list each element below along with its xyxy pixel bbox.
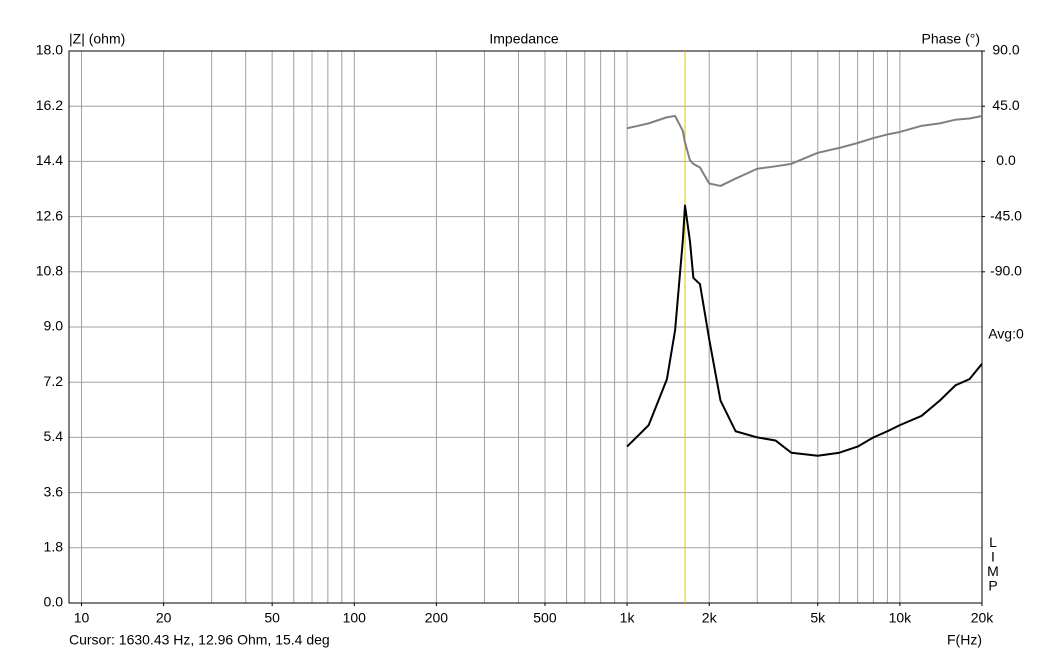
y-tick-label: 12.6 — [36, 207, 63, 223]
series-line — [626, 115, 983, 187]
x-tick-label: 5k — [810, 610, 826, 626]
x-tick-label: 10 — [74, 610, 90, 626]
y-axis-title: |Z| (ohm) — [69, 31, 125, 47]
y-tick-label: 9.0 — [44, 318, 64, 334]
y2-axis-title: Phase (°) — [921, 31, 980, 47]
x-tick-label: 20 — [156, 610, 172, 626]
y-tick-label: 18.0 — [36, 42, 63, 58]
y2-tick-label: -45.0 — [990, 207, 1022, 223]
cursor-readout: Cursor: 1630.43 Hz, 12.96 Ohm, 15.4 deg — [69, 632, 330, 648]
x-tick-label: 200 — [425, 610, 449, 626]
y-tick-label: 10.8 — [36, 263, 63, 279]
x-tick-label: 10k — [889, 610, 913, 626]
plot-frame — [68, 50, 983, 604]
y2-tick-label: 90.0 — [992, 42, 1019, 58]
y-tick-label: 1.8 — [44, 539, 64, 555]
y2-tick-label: 45.0 — [992, 97, 1019, 113]
y-tick-label: 14.4 — [36, 152, 63, 168]
y-tick-label: 3.6 — [44, 483, 64, 499]
x-tick-label: 20k — [971, 610, 995, 626]
x-tick-label: 2k — [702, 610, 718, 626]
y-tick-label: 7.2 — [44, 373, 64, 389]
x-axis-title: F(Hz) — [947, 632, 982, 648]
x-tick-label: 500 — [533, 610, 557, 626]
chart-title: Impedance — [489, 31, 558, 47]
y2-tick-label: 0.0 — [996, 152, 1016, 168]
y-tick-label: 16.2 — [36, 97, 63, 113]
x-tick-label: 100 — [343, 610, 367, 626]
y-tick-label: 0.0 — [44, 594, 64, 610]
x-tick-label: 1k — [620, 610, 636, 626]
series-line — [626, 204, 983, 457]
annotation: Avg:0 — [988, 326, 1024, 342]
y-tick-label: 5.4 — [44, 428, 64, 444]
y2-tick-label: -90.0 — [990, 263, 1022, 279]
x-tick-label: 50 — [264, 610, 280, 626]
